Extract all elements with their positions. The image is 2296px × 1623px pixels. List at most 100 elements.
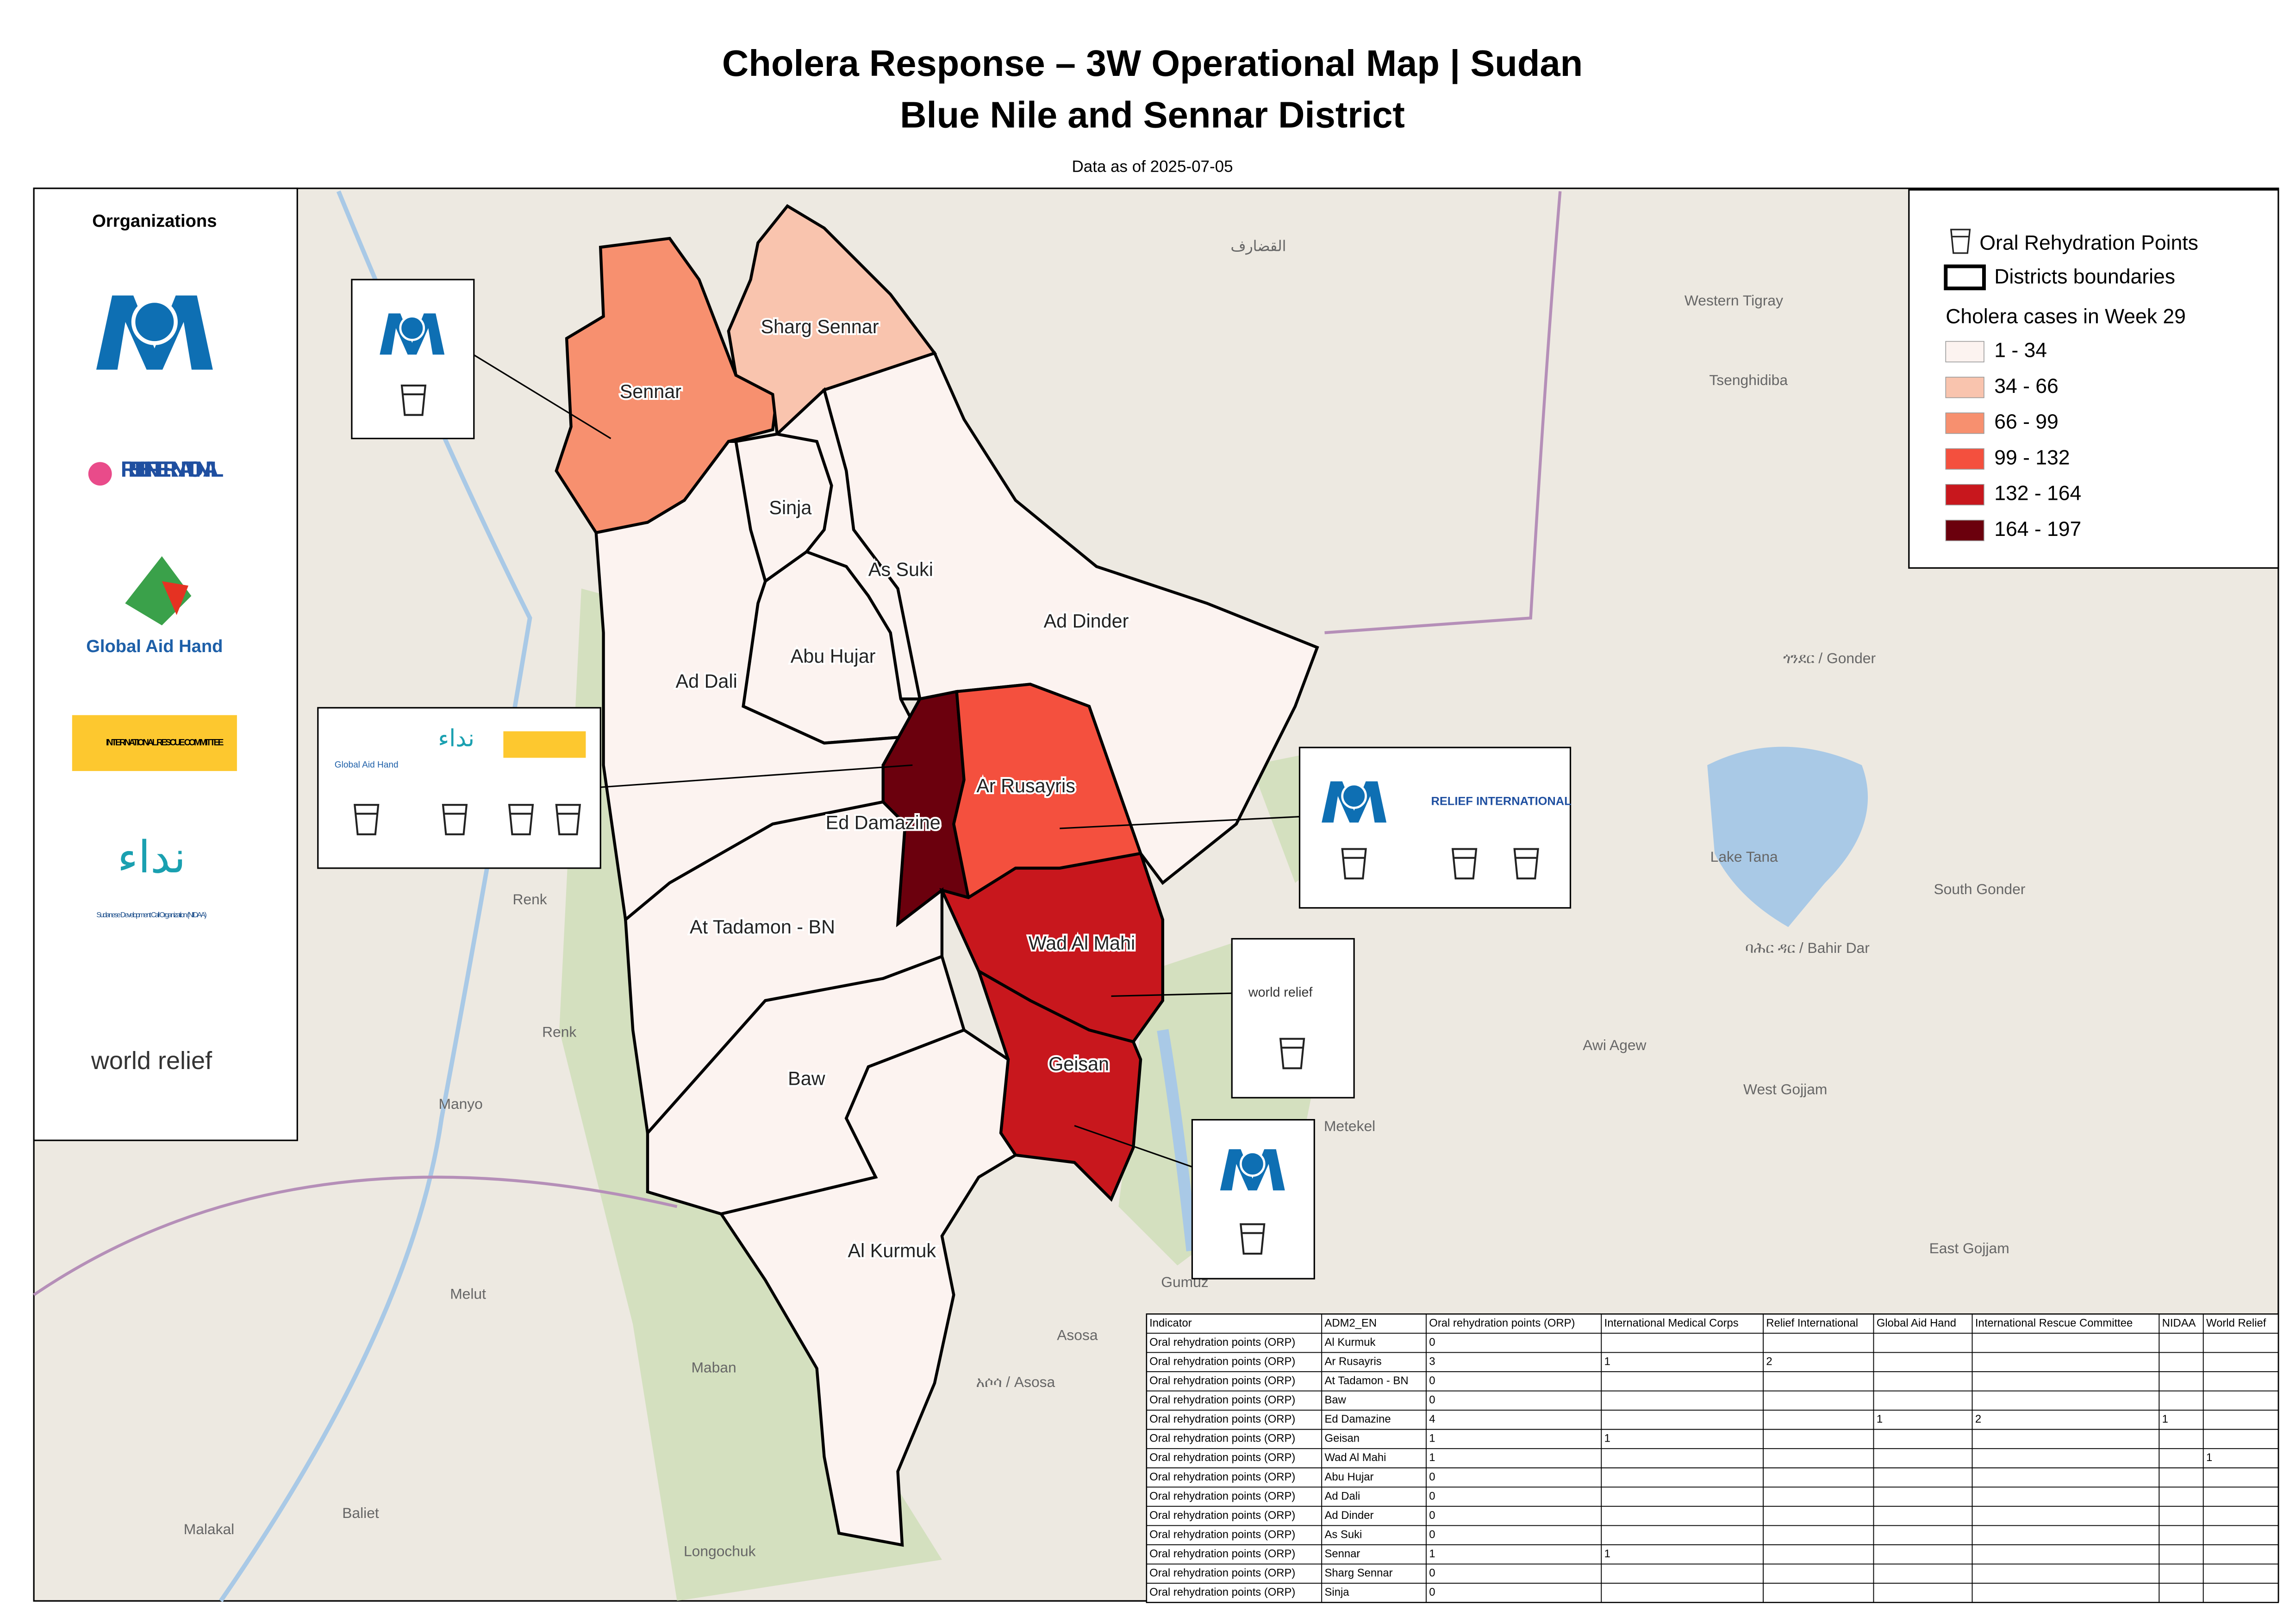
legend-classes: 1 - 34 34 - 66 66 - 99 99 - 132 132 - 164 164… [1945, 339, 2081, 541]
date: Data as of 2025-07-05 [1072, 158, 1233, 176]
table-cell: 0 [1429, 1336, 1435, 1349]
place-label: Metekel [1324, 1118, 1375, 1134]
table-header: International Medical Corps [1604, 1317, 1739, 1329]
organizations-title: Orrganizations [92, 211, 217, 231]
district-label: Wad Al Mahi [1029, 933, 1135, 954]
table-cell: 0 [1429, 1567, 1435, 1579]
place-label: West Gojjam [1743, 1081, 1827, 1097]
table-header: Global Aid Hand [1877, 1317, 1956, 1329]
place-label: Longochuk [684, 1543, 756, 1560]
table-cell: 0 [1429, 1394, 1435, 1406]
nidaa-logo-mark: ﻧﺪﺍﺀ [118, 833, 186, 882]
table-cell: 1 [2162, 1413, 2168, 1425]
place-label: Asosa [1057, 1326, 1098, 1343]
table-cell: 0 [1429, 1586, 1435, 1598]
table-cell: Oral rehydration points (ORP) [1149, 1567, 1295, 1579]
legend-swatch [1945, 448, 1984, 470]
district-label: Ad Dinder [1044, 610, 1129, 632]
legend-title: Cholera cases in Week 29 [1946, 305, 2186, 328]
table-cell: Wad Al Mahi [1325, 1451, 1386, 1464]
legend-swatch [1945, 484, 1984, 506]
table-cell: Oral rehydration points (ORP) [1149, 1586, 1295, 1598]
table-cell: Sennar [1325, 1548, 1360, 1560]
district-label: Sinja [769, 497, 811, 518]
table-cell: Oral rehydration points (ORP) [1149, 1432, 1295, 1445]
districts: Sennar Sharg Sennar Ad Dinder Sinja As Suki A… [555, 204, 1319, 1547]
district-label: Ed Damazine [826, 812, 941, 833]
table-cell: 0 [1429, 1374, 1435, 1387]
table-cell: Geisan [1325, 1432, 1360, 1445]
legend-label: 66 - 99 [1994, 410, 2059, 433]
place-label: Baliet [342, 1505, 379, 1521]
table-cell: 0 [1429, 1509, 1435, 1522]
table-cell: At Tadamon - BN [1325, 1374, 1409, 1387]
place-labels: القضارف Western Tigray Tsenghidiba ጎንደር / G… [184, 238, 2026, 1560]
table-header: Relief International [1766, 1317, 1858, 1329]
place-label: Tsenghidiba [1709, 372, 1788, 388]
org-logo: RELIEF INTERNATIONAL [1431, 795, 1571, 808]
district-label: Baw [788, 1068, 825, 1089]
district [718, 1028, 1018, 1547]
table-cell: Oral rehydration points (ORP) [1149, 1451, 1295, 1464]
table-cell: Abu Hujar [1325, 1471, 1374, 1483]
table-cell: 1 [2206, 1451, 2212, 1464]
table-cell: 4 [1429, 1413, 1435, 1425]
district-label: Ad Dali [676, 671, 737, 692]
subtitle: Blue Nile and Sennar District [900, 94, 1405, 135]
district-label: As Suki [868, 559, 933, 580]
table-bg [1146, 1313, 2279, 1603]
table-cell: Ar Rusayris [1325, 1355, 1382, 1368]
place-label: Melut [450, 1285, 486, 1302]
table-header: International Rescue Committee [1975, 1317, 2133, 1329]
org-logo: world relief [1248, 985, 1312, 1000]
legend-swatch [1945, 377, 1984, 398]
legend-swatch [1945, 412, 1984, 434]
table-cell: Oral rehydration points (ORP) [1149, 1490, 1295, 1502]
leader [470, 352, 611, 439]
table-cell: 1 [1604, 1355, 1610, 1368]
table-cell: 2 [1766, 1355, 1772, 1368]
org-logo: Global Aid Hand [86, 636, 223, 656]
place-label: ጎንደር / Gonder [1783, 650, 1876, 666]
title: Cholera Response – 3W Operational Map | … [722, 43, 1583, 84]
legend-boundaries: Districts boundaries [1994, 266, 2175, 288]
org-logo: Sudanese Development Call Organization (… [96, 911, 206, 919]
org-logo: world relief [91, 1047, 212, 1075]
svg-text:ﻧﺪﺍﺀ: ﻧﺪﺍﺀ [438, 725, 474, 752]
table-cell: 3 [1429, 1355, 1435, 1368]
table-cell: Oral rehydration points (ORP) [1149, 1509, 1295, 1522]
table-cell: 2 [1975, 1413, 1981, 1425]
table-header: World Relief [2206, 1317, 2266, 1329]
district-label: Al Kurmuk [848, 1240, 936, 1262]
district-label: Sennar [620, 381, 682, 402]
place-label: Lake Tana [1710, 848, 1778, 865]
table-header: Oral rehydration points (ORP) [1429, 1317, 1575, 1329]
place-label: ባሕር ዳር / Bahir Dar [1745, 939, 1870, 956]
table-cell: Ad Dali [1325, 1490, 1360, 1502]
district-label: Geisan [1048, 1053, 1109, 1075]
table: Indicator ADM2_EN Oral rehydration points … [1146, 1313, 2279, 1603]
legend-swatch [1945, 520, 1984, 541]
place-label: South Gonder [1934, 881, 2025, 897]
district-label: Abu Hujar [791, 646, 876, 667]
logo-mark [88, 462, 112, 486]
table-header: Indicator [1149, 1317, 1192, 1329]
org-logo: Global Aid Hand [335, 760, 399, 770]
place-label: Renk [513, 891, 547, 908]
legend-label: 1 - 34 [1994, 339, 2047, 362]
table-cell: 1 [1429, 1432, 1435, 1445]
table-cell: 1 [1604, 1548, 1610, 1560]
table-cell: 0 [1429, 1490, 1435, 1502]
legend-label: 34 - 66 [1994, 375, 2059, 398]
table-cell: 1 [1429, 1548, 1435, 1560]
table-cell: As Suki [1325, 1528, 1362, 1541]
table-cell: 0 [1429, 1528, 1435, 1541]
district-label: Ar Rusayris [976, 775, 1075, 796]
org-logo: INTERNATIONAL RESCUE COMMITTEE [106, 738, 224, 748]
org-logo: RELIEF INTERNATIONAL [121, 457, 224, 482]
table-cell: 1 [1877, 1413, 1883, 1425]
table-cell: Oral rehydration points (ORP) [1149, 1374, 1295, 1387]
table-header: ADM2_EN [1325, 1317, 1377, 1329]
legend-label: 164 - 197 [1994, 518, 2081, 541]
place-label: Renk [542, 1023, 576, 1040]
